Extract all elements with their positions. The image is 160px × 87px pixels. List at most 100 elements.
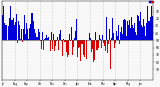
Bar [137,15,138,40]
Bar [29,28,30,40]
Bar [75,31,76,40]
Bar [79,40,80,47]
Bar [123,20,124,40]
Bar [84,40,85,57]
Bar [99,35,100,40]
Bar [100,40,101,47]
Bar [56,40,57,41]
Bar [24,15,25,40]
Bar [143,19,144,40]
Bar [107,40,108,53]
Bar [60,30,61,40]
Bar [39,32,40,40]
Bar [114,40,115,48]
Bar [149,21,150,40]
Bar [70,40,71,41]
Bar [82,40,83,44]
Bar [127,21,128,40]
Bar [86,40,87,59]
Bar [74,38,75,40]
Bar [139,21,140,40]
Bar [51,32,52,40]
Bar [90,38,91,40]
Bar [83,40,84,55]
Bar [46,35,47,40]
Bar [6,25,7,40]
Bar [105,40,106,51]
Bar [69,40,70,54]
Bar [36,37,37,40]
Bar [15,22,16,40]
Bar [134,23,135,40]
Bar [32,13,33,40]
Bar [43,37,44,40]
Bar [18,21,19,40]
Bar [7,18,8,40]
Bar [5,25,6,40]
Bar [62,36,63,40]
Bar [108,40,109,44]
Bar [68,40,69,55]
Bar [89,33,90,40]
Bar [151,6,152,40]
Bar [71,27,72,40]
Bar [125,20,126,40]
Bar [22,40,23,42]
Bar [129,20,130,40]
Bar [42,32,43,40]
Bar [54,40,55,51]
Bar [132,25,133,40]
Bar [122,34,123,40]
Bar [19,22,20,40]
Bar [121,27,122,40]
Bar [25,34,26,40]
Bar [20,39,21,40]
Bar [34,29,35,40]
Bar [128,25,129,40]
Bar [78,40,79,48]
Bar [109,29,110,40]
Bar [118,25,119,40]
Bar [98,40,99,48]
Bar [48,37,49,40]
Bar [96,40,97,50]
Bar [64,40,65,41]
Bar [116,31,117,40]
Bar [106,17,107,40]
Bar [117,36,118,40]
Bar [146,23,147,40]
Bar [58,40,59,50]
Bar [27,29,28,40]
Bar [66,40,67,52]
Bar [11,20,12,40]
Bar [88,6,89,40]
Legend: , : , [148,1,153,3]
Bar [16,14,17,40]
Bar [120,32,121,40]
Bar [152,16,153,40]
Bar [47,38,48,40]
Bar [38,29,39,40]
Bar [80,40,81,62]
Bar [133,28,134,40]
Bar [3,6,4,40]
Bar [136,35,137,40]
Bar [10,6,11,40]
Bar [4,23,5,40]
Bar [138,16,139,40]
Bar [30,25,31,40]
Bar [144,26,145,40]
Bar [57,37,58,40]
Bar [41,40,42,49]
Bar [53,34,54,40]
Bar [103,40,104,43]
Bar [17,40,18,43]
Bar [73,40,74,47]
Bar [148,21,149,40]
Bar [93,40,94,62]
Bar [9,18,10,40]
Bar [104,40,105,46]
Bar [59,34,60,40]
Bar [124,19,125,40]
Bar [110,40,111,69]
